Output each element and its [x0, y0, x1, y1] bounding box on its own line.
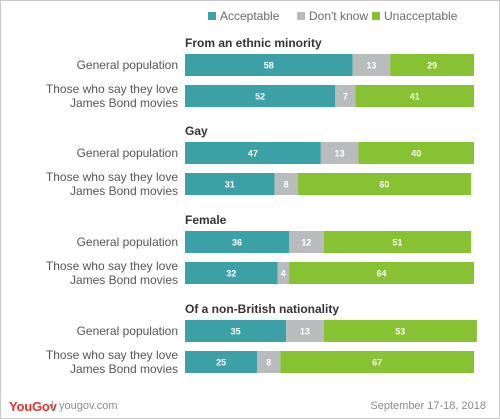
row-label: James Bond movies — [70, 362, 178, 376]
bar-segment-unacceptable — [323, 320, 477, 342]
bar-value-label: 13 — [335, 149, 345, 159]
bar-segment-dont-know — [352, 54, 391, 76]
bar-segment-dont-know — [335, 85, 356, 107]
legend-item-dont-know: Don't know — [297, 8, 368, 24]
bar-segment-dont-know — [286, 320, 324, 342]
bar-value-label: 36 — [232, 238, 242, 248]
legend-item-acceptable: Acceptable — [208, 8, 279, 24]
bar-segment-unacceptable — [289, 262, 474, 284]
legend-label-unacceptable: Unacceptable — [384, 9, 458, 23]
bar-value-label: 60 — [379, 180, 389, 190]
bar-segment-acceptable — [185, 320, 287, 342]
bar-value-label: 35 — [231, 327, 241, 337]
bar-segment-acceptable — [185, 351, 258, 373]
bar-segment-acceptable — [185, 173, 275, 195]
row-label: General population — [77, 235, 178, 249]
bar-segment-dont-know — [289, 231, 324, 253]
bar-segment-acceptable — [185, 54, 353, 76]
row-label: James Bond movies — [70, 96, 178, 110]
bar-value-label: 12 — [301, 238, 311, 248]
bar-value-label: 64 — [377, 269, 387, 279]
group-title: Female — [185, 213, 227, 227]
legend-label-dont-know: Don't know — [309, 9, 368, 23]
bar-segment-unacceptable — [358, 142, 474, 164]
legend-item-unacceptable: Unacceptable — [372, 8, 457, 24]
bar-value-label: 52 — [255, 92, 265, 102]
bar-segment-dont-know — [320, 142, 359, 164]
bar-value-label: 47 — [248, 149, 258, 159]
bar-value-label: 58 — [264, 61, 274, 71]
bar-value-label: 13 — [366, 61, 376, 71]
bar-segment-unacceptable — [390, 54, 474, 76]
bar-value-label: 13 — [300, 327, 310, 337]
bar-value-label: 8 — [284, 180, 289, 190]
bar-value-label: 51 — [392, 238, 402, 248]
bar-segment-unacceptable — [355, 85, 474, 107]
row-label: General population — [77, 324, 178, 338]
legend-swatch-acceptable — [208, 12, 216, 20]
row-label: Those who say they love — [46, 82, 178, 96]
group-title: Of a non-British nationality — [185, 302, 339, 316]
bar-value-label: 67 — [372, 358, 382, 368]
group-title: Gay — [185, 124, 208, 138]
bar-segment-acceptable — [185, 142, 321, 164]
bar-segment-unacceptable — [323, 231, 472, 253]
row-label: General population — [77, 58, 178, 72]
row-label: Those who say they love — [46, 259, 178, 273]
chart-legend: Acceptable Don't know Unacceptable — [0, 8, 500, 24]
row-label: Those who say they love — [46, 170, 178, 184]
bar-value-label: 31 — [225, 180, 235, 190]
bar-segment-dont-know — [277, 262, 290, 284]
bar-value-label: 4 — [281, 269, 286, 279]
bar-value-label: 32 — [226, 269, 236, 279]
bar-value-label: 25 — [216, 358, 226, 368]
bar-value-label: 41 — [410, 92, 420, 102]
bar-value-label: 40 — [411, 149, 421, 159]
row-label: General population — [77, 146, 178, 160]
group-title: From an ethnic minority — [185, 36, 322, 50]
legend-swatch-unacceptable — [372, 12, 380, 20]
bar-segment-acceptable — [185, 231, 290, 253]
row-label: James Bond movies — [70, 273, 178, 287]
bar-segment-unacceptable — [280, 351, 474, 373]
footer-date: September 17-18, 2018 — [370, 400, 486, 412]
bar-value-label: 53 — [395, 327, 405, 337]
legend-swatch-dont-know — [297, 12, 305, 20]
legend-label-acceptable: Acceptable — [220, 9, 280, 23]
bar-value-label: 8 — [266, 358, 271, 368]
bar-segment-dont-know — [257, 351, 281, 373]
bar-segment-dont-know — [274, 173, 298, 195]
bar-segment-acceptable — [185, 262, 278, 284]
row-label: James Bond movies — [70, 184, 178, 198]
footer-separator: | — [51, 398, 55, 412]
footer: YouGov | yougov.com September 17-18, 201… — [0, 397, 500, 419]
footer-url: yougov.com — [59, 400, 118, 412]
bar-segment-unacceptable — [297, 173, 472, 195]
bar-value-label: 7 — [343, 92, 348, 102]
bar-value-label: 29 — [427, 61, 437, 71]
bar-segment-acceptable — [185, 85, 336, 107]
yougov-logo: YouGov — [9, 399, 57, 414]
row-label: Those who say they love — [46, 348, 178, 362]
